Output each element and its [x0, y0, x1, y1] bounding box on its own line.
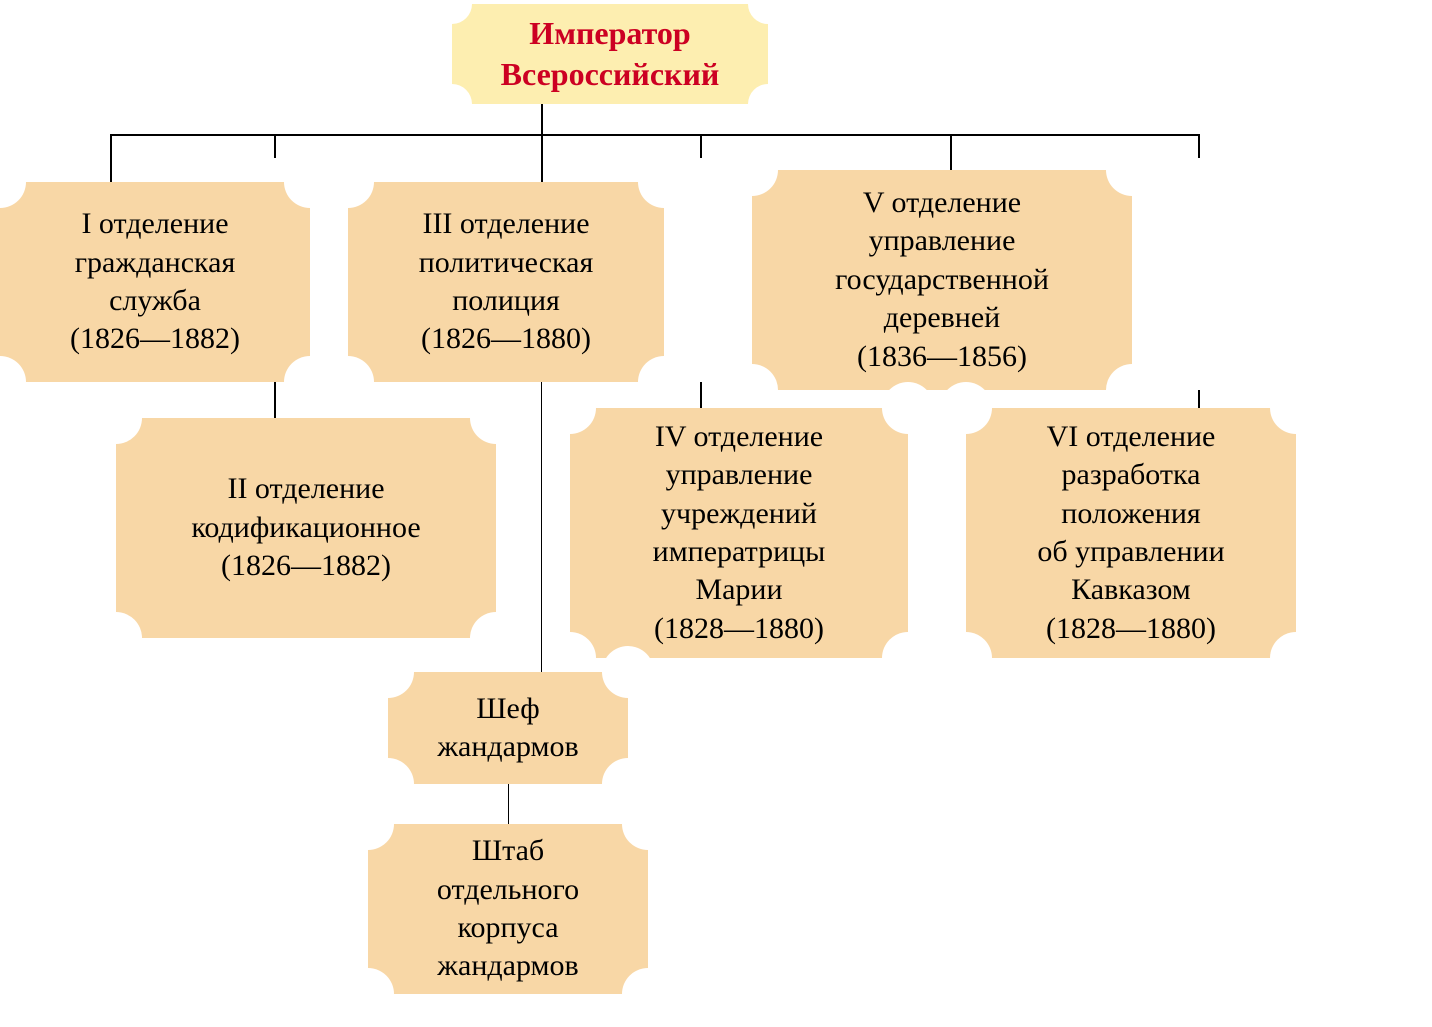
- line-drop-2: [274, 134, 276, 158]
- node-dept-2: II отделение кодификационное (1826—1882): [116, 418, 496, 638]
- node-dept-3: III отделение политическая полиция (1826…: [348, 182, 664, 382]
- node-hq: Штаб отдельного корпуса жандармов: [368, 824, 648, 994]
- line-chief-hq: [508, 784, 509, 824]
- node-chief-label: Шеф жандармов: [437, 690, 578, 767]
- node-dept-5: V отделение управление государственной д…: [752, 170, 1132, 390]
- node-dept-4: IV отделение управление учреждений импер…: [570, 408, 908, 658]
- root-label: Император Всероссийский: [501, 13, 720, 95]
- line-drop-3: [541, 134, 543, 182]
- node-chief: Шеф жандармов: [388, 672, 628, 784]
- line-trunk: [541, 104, 543, 134]
- line-drop-4b: [700, 382, 702, 408]
- node-hq-label: Штаб отдельного корпуса жандармов: [437, 832, 579, 986]
- node-dept-1-label: I отделение гражданская служба (1826—188…: [70, 205, 240, 359]
- org-chart: Император Всероссийский I отделение граж…: [0, 0, 1432, 1027]
- line-drop-2b: [274, 382, 276, 418]
- line-mid-chief: [541, 382, 542, 672]
- node-dept-6: VI отделение разработка положения об упр…: [966, 408, 1296, 658]
- line-drop-6b: [1198, 390, 1200, 408]
- line-drop-4: [700, 134, 702, 158]
- root-node: Император Всероссийский: [452, 4, 768, 104]
- line-drop-6: [1198, 134, 1200, 158]
- node-dept-1: I отделение гражданская служба (1826—188…: [0, 182, 310, 382]
- line-drop-1: [110, 134, 112, 182]
- node-dept-3-label: III отделение политическая полиция (1826…: [419, 205, 594, 359]
- node-dept-4-label: IV отделение управление учреждений импер…: [653, 418, 826, 648]
- node-dept-5-label: V отделение управление государственной д…: [835, 184, 1049, 376]
- node-dept-6-label: VI отделение разработка положения об упр…: [1037, 418, 1224, 648]
- node-dept-2-label: II отделение кодификационное (1826—1882): [191, 470, 420, 585]
